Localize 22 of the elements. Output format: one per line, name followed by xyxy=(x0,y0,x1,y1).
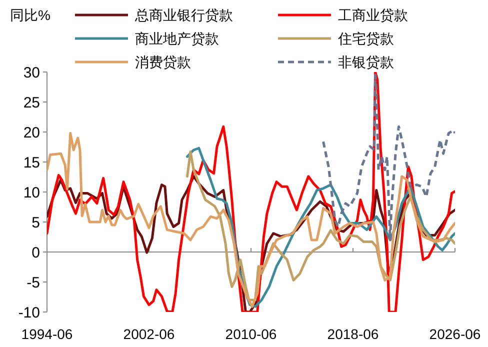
y-axis-title: 同比% xyxy=(10,7,50,23)
x-tick-label: 2026-06 xyxy=(429,326,481,342)
y-tick-label: 10 xyxy=(23,184,40,202)
y-tick-label: 0 xyxy=(32,244,40,262)
y-tick-label: 5 xyxy=(32,214,40,232)
y-tick-label: 20 xyxy=(23,124,40,142)
legend-label: 非银贷款 xyxy=(338,54,394,70)
y-tick-label: 15 xyxy=(23,154,40,172)
legend-label: 工商业贷款 xyxy=(338,7,408,23)
x-tick-label: 1994-06 xyxy=(21,326,73,342)
line-series xyxy=(322,74,455,242)
y-tick-label: -10 xyxy=(18,304,40,322)
x-tick-label: 2018-06 xyxy=(327,326,379,342)
y-tick-label: 30 xyxy=(23,64,40,82)
legend-label: 住宅贷款 xyxy=(337,30,394,46)
x-tick-label: 2010-06 xyxy=(225,326,277,342)
legend-label: 总商业银行贷款 xyxy=(134,7,233,23)
legend-label: 消费贷款 xyxy=(135,54,191,70)
y-tick-label: -5 xyxy=(26,274,40,292)
y-tick-label: 25 xyxy=(23,94,40,112)
x-tick-label: 2002-06 xyxy=(123,326,175,342)
legend-label: 商业地产贷款 xyxy=(135,30,219,46)
